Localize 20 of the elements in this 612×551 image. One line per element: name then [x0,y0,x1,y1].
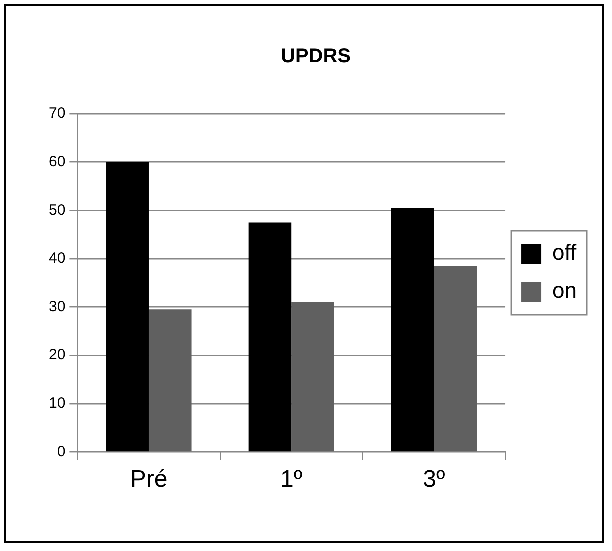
bar [292,302,334,452]
legend-label: on [552,278,578,304]
y-tick-label: 0 [57,443,66,460]
y-tick-label: 10 [48,395,66,412]
bar [148,310,192,452]
y-tick-label: 50 [48,202,66,219]
x-tick-label: Pré [130,466,168,494]
y-tick-label: 40 [48,250,66,268]
y-tick-label: 60 [48,153,66,170]
bar [106,162,149,452]
x-tick-label: 1º [280,466,303,494]
bar [248,222,292,452]
chart-title: UPDRS [280,46,352,68]
y-tick-label: 20 [48,346,66,364]
y-tick-label: 30 [48,298,66,316]
legend-label: off [552,240,578,266]
bar [434,266,478,452]
bar [391,208,434,452]
x-tick-label: 3º [423,466,446,494]
y-tick-label: 70 [48,105,66,122]
